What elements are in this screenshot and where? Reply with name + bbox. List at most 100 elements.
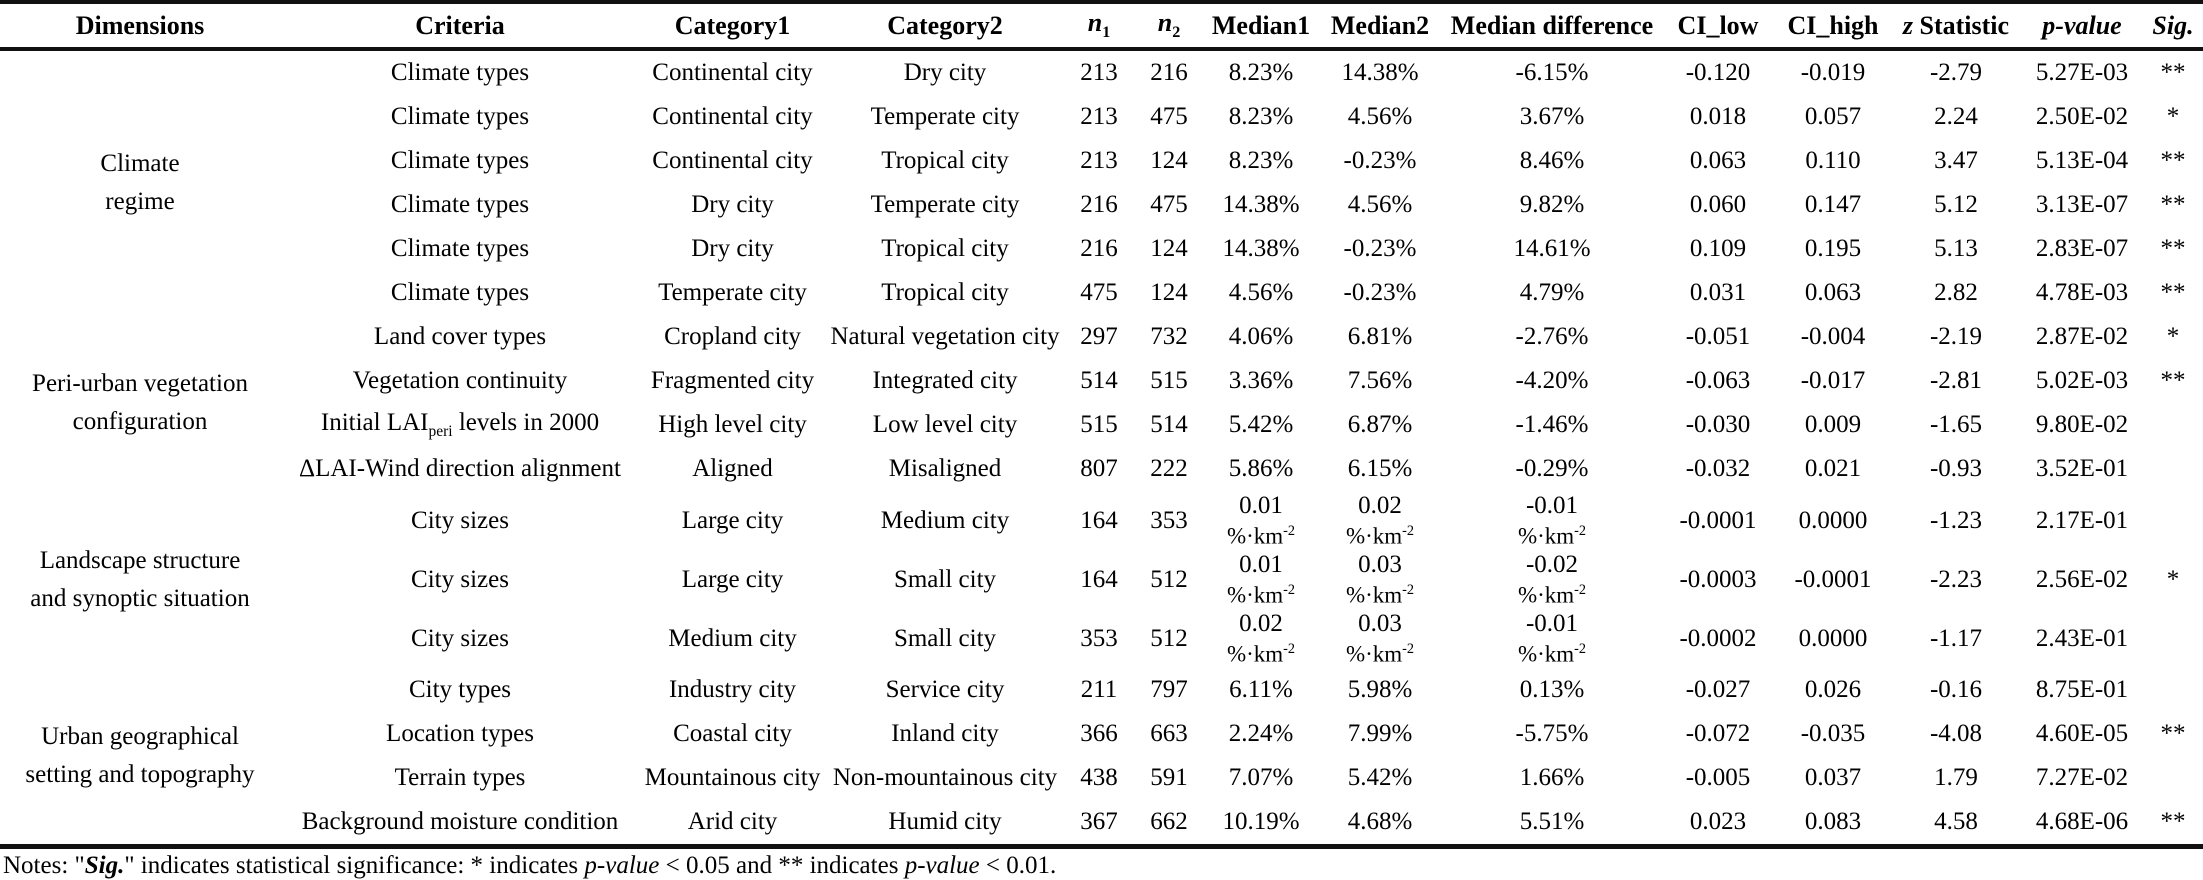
cell-sig: * xyxy=(2166,323,2180,350)
cell-n1: 438 xyxy=(1080,764,1118,791)
cell-sig xyxy=(2143,491,2203,550)
cell-category2: Misaligned xyxy=(888,455,1002,482)
cell-median1: 3.36% xyxy=(1228,367,1294,394)
cell-z: 1.79 xyxy=(1934,764,1978,791)
cell-z: 4.58 xyxy=(1934,808,1978,835)
cell-n2: 222 xyxy=(1150,455,1188,482)
text-segment: Notes: " xyxy=(3,852,85,879)
cell-criteria: Background moisture condition xyxy=(301,808,619,835)
cell-p: 5.02E-03 xyxy=(2035,367,2129,394)
cell-category1: Fragmented city xyxy=(650,367,815,394)
cell-median2: 0.03 %·km-2 xyxy=(1317,609,1443,668)
cell-criteria: Vegetation continuity xyxy=(352,367,568,394)
cell-ci-low: 0.109 xyxy=(1689,235,1747,262)
cell-p: 3.13E-07 xyxy=(2035,191,2129,218)
cell-sig xyxy=(2143,609,2203,668)
text-segment: Criteria xyxy=(415,10,505,40)
unit-line: %·km-2 xyxy=(1443,637,1661,667)
cell-dimension: Landscape structure and synoptic situatio… xyxy=(0,491,280,668)
cell-n1: 213 xyxy=(1080,103,1118,130)
cell-n2: 124 xyxy=(1150,235,1188,262)
cell-n1: 353 xyxy=(1080,624,1118,652)
cell-ci-high: 0.0000 xyxy=(1798,624,1868,652)
cell-category1: Large city xyxy=(681,565,784,593)
table-row: Peri-urban vegetation configuration Land c… xyxy=(0,315,2203,435)
text-segment: n xyxy=(1157,8,1173,38)
cell-criteria: Climate types xyxy=(390,191,530,218)
cell-category2: Temperate city xyxy=(870,103,1020,130)
cell-category2: Small city xyxy=(893,565,997,593)
unit-line: %·km-2 xyxy=(1317,637,1443,667)
cell-median2: -0.23% xyxy=(1343,279,1417,306)
cell-median1: 5.42% xyxy=(1228,411,1294,438)
cell-median2: -0.23% xyxy=(1343,235,1417,262)
unit-base: %·km xyxy=(1226,523,1284,549)
column-header-z-statistic: z Statistic xyxy=(1891,2,2021,51)
cell-ci-low: -0.120 xyxy=(1685,59,1751,86)
dimension-line: Peri-urban vegetation xyxy=(32,370,248,397)
cell-median1: 5.86% xyxy=(1228,455,1294,482)
cell-dimension: Climate regime xyxy=(0,49,280,315)
cell-median1: 8.23% xyxy=(1228,103,1294,130)
cell-n2: 475 xyxy=(1150,191,1188,218)
cell-median1: 8.23% xyxy=(1228,147,1294,174)
cell-category1: Medium city xyxy=(668,624,797,652)
column-header-criteria: Criteria xyxy=(280,2,640,51)
unit-line: %·km-2 xyxy=(1443,578,1661,608)
dimension-line: and synoptic situation xyxy=(30,584,250,612)
cell-n1: 514 xyxy=(1080,367,1118,394)
cell-sig: ** xyxy=(2160,367,2186,394)
column-header-median-difference: Median difference xyxy=(1443,2,1661,51)
text-segment: Dimensions xyxy=(75,10,205,40)
column-header-n2: n2 xyxy=(1133,2,1205,51)
unit-base: %·km xyxy=(1345,641,1403,667)
cell-ci-high: 0.110 xyxy=(1805,147,1861,174)
cell-criteria: Terrain types xyxy=(394,764,526,791)
unit-line: %·km-2 xyxy=(1205,519,1317,549)
cell-median-diff: -0.01 %·km-2 xyxy=(1443,609,1661,668)
cell-z: 2.82 xyxy=(1934,279,1978,306)
cell-median-diff: -2.76% xyxy=(1515,323,1589,350)
cell-criteria: Initial LAIperi levels in 2000 xyxy=(280,403,640,447)
column-header-p-value: p-value xyxy=(2021,2,2143,51)
cell-median2: 0.02 %·km-2 xyxy=(1317,491,1443,550)
unit-exponent: -2 xyxy=(1574,640,1587,657)
cell-z: -1.65 xyxy=(1929,411,1983,438)
table-notes: Notes: "Sig." indicates statistical sign… xyxy=(0,852,2203,880)
table-row: Climate types Temperate city Tropical city… xyxy=(0,271,2203,315)
cell-category1: Temperate city xyxy=(658,279,807,306)
cell-median1: 6.11% xyxy=(1229,676,1293,703)
text-segment: Sig. xyxy=(84,852,125,879)
cell-ci-low: -0.072 xyxy=(1685,720,1751,747)
cell-median1: 14.38% xyxy=(1222,191,1300,218)
cell-ci-high: -0.0001 xyxy=(1794,565,1872,593)
cell-criteria: Climate types xyxy=(390,147,530,174)
cell-n1: 216 xyxy=(1080,191,1118,218)
cell-sig xyxy=(2143,447,2203,491)
cell-median-diff: -5.75% xyxy=(1515,720,1589,747)
cell-n2: 732 xyxy=(1150,323,1188,350)
dimension-line: regime xyxy=(105,188,175,215)
cell-z: 2.24 xyxy=(1934,103,1978,130)
column-header-category1: Category1 xyxy=(640,2,825,51)
cell-median2: 7.56% xyxy=(1347,367,1413,394)
cell-z: -2.23 xyxy=(1929,565,1983,593)
cell-category1: Coastal city xyxy=(673,720,792,747)
cell-p: 2.83E-07 xyxy=(2035,235,2129,262)
cell-n2: 662 xyxy=(1150,808,1188,835)
cell-n2: 124 xyxy=(1150,147,1188,174)
cell-ci-high: -0.004 xyxy=(1800,323,1866,350)
unit-exponent: -2 xyxy=(1574,522,1587,539)
cell-p: 2.56E-02 xyxy=(2035,565,2129,593)
cell-z: -0.16 xyxy=(1929,676,1983,703)
table-row: Terrain types Mountainous city Non-mountai… xyxy=(0,756,2203,800)
table-row: ΔLAI-Wind direction alignment Aligned Misa… xyxy=(0,447,2203,491)
cell-median-diff: 5.51% xyxy=(1519,808,1585,835)
column-header-median2: Median2 xyxy=(1317,2,1443,51)
cell-ci-low: -0.0002 xyxy=(1679,624,1757,652)
unit-exponent: -2 xyxy=(1283,640,1296,657)
cell-n1: 366 xyxy=(1080,720,1118,747)
text-segment: Category2 xyxy=(887,10,1003,40)
cell-median1: 14.38% xyxy=(1222,235,1300,262)
unit-exponent: -2 xyxy=(1402,522,1415,539)
